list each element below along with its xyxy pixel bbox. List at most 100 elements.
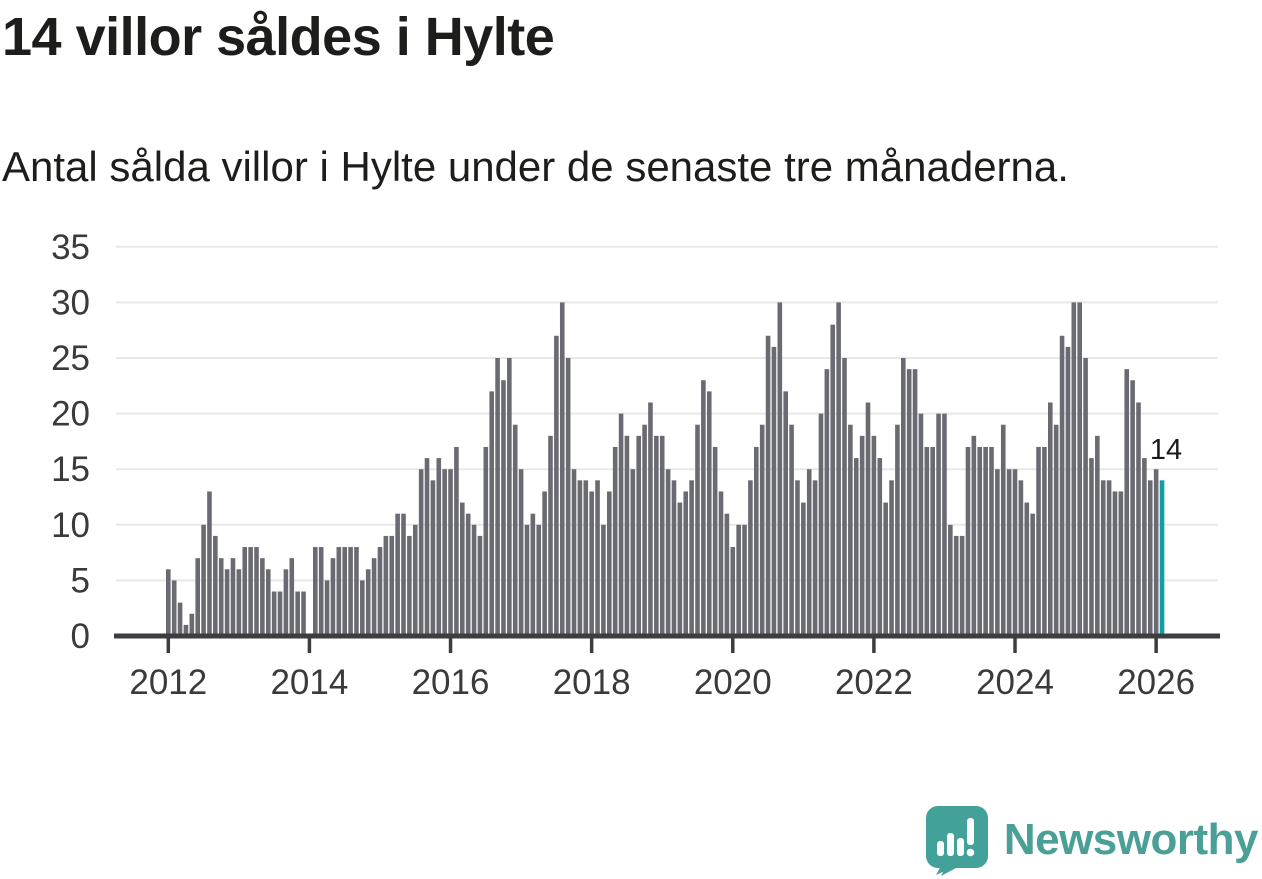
- bar: [1142, 458, 1147, 636]
- bar: [424, 458, 430, 636]
- bar: [848, 424, 853, 636]
- bar: [501, 380, 506, 636]
- bar: [595, 480, 600, 636]
- bar: [477, 535, 483, 636]
- bar: [260, 558, 265, 636]
- bar: [983, 446, 988, 636]
- x-tick-label-2012: 2012: [129, 663, 207, 702]
- bar: [1124, 369, 1130, 636]
- bar: [365, 569, 371, 636]
- x-tick-label-2018: 2018: [553, 663, 631, 702]
- bar: [530, 513, 536, 636]
- bar: [995, 469, 1000, 636]
- newsworthy-logo-icon: [925, 806, 988, 876]
- bar: [718, 491, 724, 636]
- bar: [589, 491, 594, 636]
- bar: [371, 558, 377, 636]
- bar: [1112, 491, 1118, 636]
- bar: [1048, 402, 1053, 636]
- bar: [806, 469, 812, 636]
- x-tick-label-2026: 2026: [1117, 663, 1195, 702]
- bar: [283, 569, 289, 636]
- bar: [642, 424, 647, 636]
- bar: [1136, 402, 1141, 636]
- bar: [1077, 302, 1082, 636]
- bar: [195, 558, 200, 636]
- bar: [607, 491, 612, 636]
- bar: [824, 369, 830, 636]
- bar: [1018, 480, 1024, 636]
- bar: [671, 480, 677, 636]
- bar: [583, 480, 589, 636]
- logo-exclamation-stroke: [966, 818, 974, 845]
- bar: [765, 335, 771, 636]
- bar: [354, 547, 359, 636]
- bar: [659, 435, 665, 636]
- bar: [189, 613, 195, 636]
- bar: [559, 302, 565, 636]
- bar-chart: 2012 2014 2016 2018 2020 2022 2024 2026 0 5 10 15 2…: [0, 225, 1262, 725]
- x-axis-labels: 2012 2014 2016 2018 2020 2022 2024 2026: [129, 663, 1195, 702]
- y-tick-label-5: 5: [71, 561, 90, 600]
- bar: [989, 446, 994, 636]
- bar: [230, 558, 236, 636]
- bar: [1042, 446, 1047, 636]
- bar: [554, 335, 559, 636]
- bar: [177, 602, 183, 636]
- logo-bar-1: [936, 841, 944, 856]
- bar: [654, 435, 659, 636]
- bar: [183, 624, 189, 636]
- bar: [818, 413, 824, 636]
- bar: [389, 535, 395, 636]
- bar: [889, 480, 894, 636]
- bar: [277, 591, 283, 636]
- bar: [748, 480, 753, 636]
- y-axis-labels: 0 5 10 15 20 25 30 35: [51, 228, 90, 656]
- bar: [289, 558, 295, 636]
- x-tick-label-2022: 2022: [835, 663, 913, 702]
- bar: [465, 513, 471, 636]
- bar: [377, 547, 383, 636]
- bar: [524, 524, 530, 636]
- bar: [953, 535, 959, 636]
- bar: [783, 391, 788, 636]
- bar: [677, 502, 683, 636]
- y-tick-label-15: 15: [51, 450, 90, 489]
- bar: [730, 547, 736, 636]
- bar: [1089, 458, 1094, 636]
- bar: [360, 580, 365, 636]
- bar: [665, 469, 671, 636]
- bar: [471, 524, 477, 636]
- bar: [342, 547, 347, 636]
- bar: [318, 547, 324, 636]
- bar: [836, 302, 841, 636]
- bar: [271, 591, 277, 636]
- highlighted-bar: [1159, 480, 1165, 636]
- y-tick-label-30: 30: [51, 283, 90, 322]
- bar: [777, 302, 783, 636]
- bar: [213, 535, 218, 636]
- bar: [612, 446, 618, 636]
- bar: [248, 547, 253, 636]
- bar: [301, 591, 306, 636]
- bar: [618, 413, 624, 636]
- bar: [512, 424, 518, 636]
- newsworthy-logo: Newsworthy: [922, 804, 1259, 876]
- bar: [948, 524, 953, 636]
- bar: [801, 502, 806, 636]
- bar-chart-canvas: 2012 2014 2016 2018 2020 2022 2024 2026 0510152…: [51, 228, 1220, 702]
- bar: [924, 446, 930, 636]
- bar: [495, 358, 500, 636]
- bar: [1024, 502, 1030, 636]
- bar: [842, 358, 847, 636]
- bar: [1095, 435, 1100, 636]
- bar: [218, 558, 224, 636]
- bar: [1036, 446, 1041, 636]
- x-tick-label-2016: 2016: [412, 663, 490, 702]
- bar: [648, 402, 653, 636]
- bar: [736, 524, 741, 636]
- bar: [201, 524, 206, 636]
- bar: [542, 491, 547, 636]
- bar: [313, 547, 318, 636]
- y-tick-label-0: 0: [71, 617, 90, 656]
